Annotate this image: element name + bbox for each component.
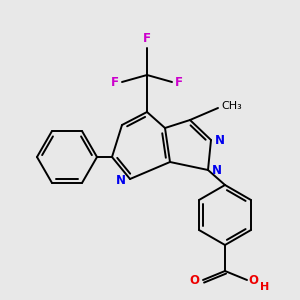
Text: O: O bbox=[248, 274, 258, 286]
Text: CH₃: CH₃ bbox=[221, 101, 242, 111]
Text: F: F bbox=[143, 32, 151, 45]
Text: O: O bbox=[189, 274, 199, 286]
Text: N: N bbox=[215, 134, 225, 146]
Text: N: N bbox=[212, 164, 222, 176]
Text: F: F bbox=[175, 76, 183, 88]
Text: H: H bbox=[260, 282, 269, 292]
Text: F: F bbox=[111, 76, 119, 88]
Text: N: N bbox=[116, 173, 126, 187]
